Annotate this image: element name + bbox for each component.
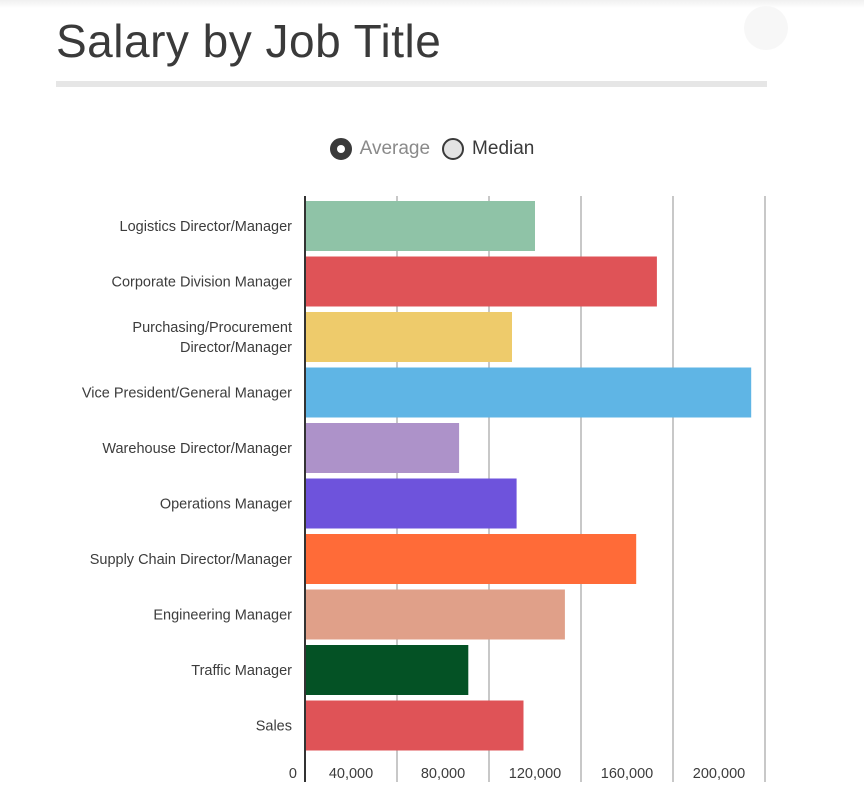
bar[interactable]: [305, 423, 460, 473]
category-label: Warehouse Director/Manager: [102, 441, 292, 457]
bar[interactable]: [305, 534, 637, 584]
category-label: Vice President/General Manager: [82, 386, 292, 402]
x-tick-label: 160,000: [601, 766, 653, 782]
average-option[interactable]: Average: [329, 138, 431, 160]
average-label: Average: [359, 138, 431, 159]
median-radio-icon[interactable]: [442, 138, 465, 160]
bar[interactable]: [305, 589, 565, 640]
bar[interactable]: [305, 201, 535, 251]
stat-toggle: Average Median: [0, 138, 864, 160]
category-label: Logistics Director/Manager: [120, 219, 293, 235]
median-label: Median: [472, 138, 535, 159]
category-label: Sales: [256, 719, 292, 735]
page-title: Salary by Job Title: [56, 15, 442, 67]
bar[interactable]: [305, 645, 469, 695]
bar[interactable]: [305, 256, 657, 307]
category-label: Traffic Manager: [191, 663, 292, 679]
average-radio-icon[interactable]: [329, 138, 352, 160]
category-label: Purchasing/Procurement: [132, 320, 292, 336]
x-tick-label: 80,000: [421, 766, 465, 782]
median-option[interactable]: Median: [442, 138, 534, 160]
bar[interactable]: [305, 367, 752, 418]
logo-watermark-icon: [744, 6, 788, 50]
category-label: Operations Manager: [160, 497, 292, 513]
bar[interactable]: [305, 478, 517, 529]
title-underline: [56, 81, 767, 87]
x-tick-label: 0: [289, 766, 297, 782]
x-tick-label: 40,000: [329, 766, 373, 782]
bar[interactable]: [305, 700, 524, 751]
x-tick-label: 200,000: [693, 766, 745, 782]
top-fade: [0, 0, 864, 8]
category-label: Engineering Manager: [153, 608, 292, 624]
x-tick-label: 120,000: [509, 766, 561, 782]
category-label: Supply Chain Director/Manager: [90, 552, 292, 568]
bar[interactable]: [305, 312, 512, 362]
category-label: Director/Manager: [180, 340, 292, 356]
category-label: Corporate Division Manager: [111, 275, 292, 291]
